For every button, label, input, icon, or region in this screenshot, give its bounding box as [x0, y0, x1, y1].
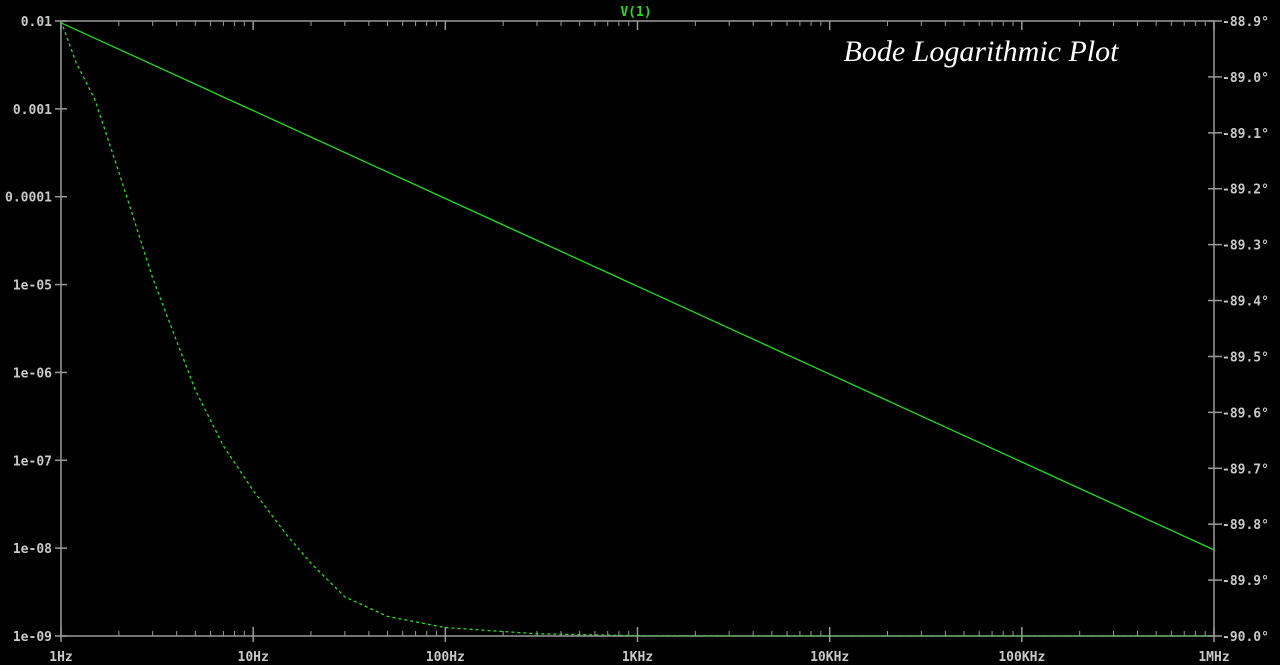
y-right-tick-label: -89.5° — [1222, 350, 1269, 365]
y-right-tick-label: -89.6° — [1222, 406, 1269, 421]
y-right-tick-label: -89.0° — [1222, 71, 1269, 86]
x-tick-label: 10KHz — [810, 650, 849, 665]
y-right-tick-label: -89.9° — [1222, 574, 1269, 589]
y-right-tick-label: -89.7° — [1222, 462, 1269, 477]
x-tick-label: 10Hz — [238, 650, 269, 665]
x-tick-label: 1KHz — [622, 650, 653, 665]
x-tick-label: 1MHz — [1198, 650, 1229, 665]
y-right-tick-label: -89.4° — [1222, 295, 1269, 310]
traces-group[interactable] — [60, 20, 1215, 637]
phase-trace[interactable] — [60, 20, 1214, 637]
x-tick-label: 100KHz — [998, 650, 1045, 665]
x-tick-label: 100Hz — [426, 650, 465, 665]
y-right-tick-label: -89.8° — [1222, 518, 1269, 533]
magnitude-trace[interactable] — [60, 22, 1215, 551]
y-left-tick-label: 0.001 — [13, 103, 52, 118]
y-left-tick-label: 0.01 — [21, 15, 52, 30]
plot-annotation: Bode Logarithmic Plot — [844, 35, 1120, 68]
y-right-tick-label: -89.3° — [1222, 239, 1269, 254]
tick-labels-group: 1Hz 10Hz 100Hz 1KHz 10KHz 100KHz 1MHz 0.01 0.001… — [5, 15, 1269, 665]
y-left-tick-label: 1e-05 — [13, 279, 52, 294]
y-left-tick-label: 1e-09 — [13, 630, 52, 645]
y-right-tick-label: -89.2° — [1222, 183, 1269, 198]
y-left-tick-label: 1e-07 — [13, 454, 52, 469]
y-right-tick-label: -90.0° — [1222, 630, 1269, 645]
y-right-tick-label: -88.9° — [1222, 15, 1269, 30]
y-left-tick-label: 1e-08 — [13, 542, 52, 557]
y-left-tick-label: 0.0001 — [5, 191, 52, 206]
y-left-tick-label: 1e-06 — [13, 366, 52, 381]
x-tick-label: 1Hz — [49, 650, 72, 665]
trace-title[interactable]: V(1) — [620, 5, 651, 20]
y-right-tick-label: -89.1° — [1222, 127, 1269, 142]
